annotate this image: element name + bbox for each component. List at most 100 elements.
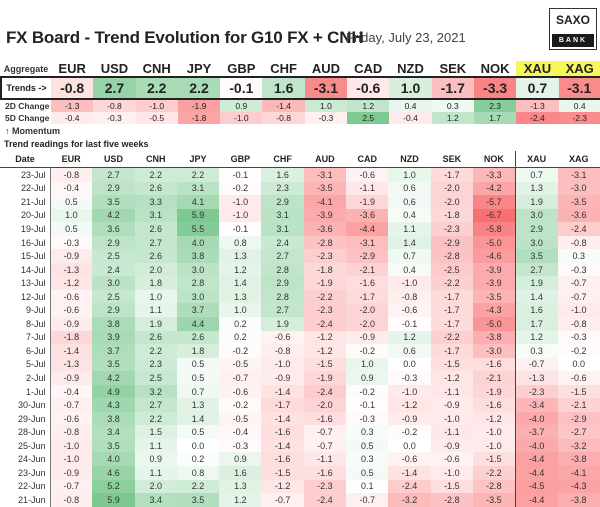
trend-cell-xag: -2.9	[557, 411, 600, 426]
history-header-cad: CAD	[346, 151, 389, 168]
aggregate-header-row: Aggregate EUR USD CNH JPY GBP CHF AUD CAD NZD SEK…	[1, 61, 600, 77]
trends-value-jpy: 2.2	[177, 76, 221, 100]
row-date: 19-Jul	[0, 222, 51, 236]
trend-cell-eur: -0.4	[50, 181, 93, 196]
change-2d-value-nzd: 0.4	[389, 99, 432, 112]
trend-cell-usd: 3.5	[92, 438, 135, 453]
trend-cell-eur: -1.4	[50, 344, 93, 358]
trends-value-cnh: 2.2	[135, 76, 178, 100]
trend-cell-chf: -1.4	[261, 438, 304, 453]
change-2d-value-gbp: 0.9	[220, 99, 263, 112]
trend-cell-cnh: 3.1	[134, 208, 177, 223]
trend-cell-xau: -0.7	[514, 357, 558, 372]
trends-value-xag: -3.1	[558, 76, 600, 100]
trend-cell-aud: -1.6	[303, 411, 347, 426]
trend-cell-aud: -3.5	[303, 181, 347, 196]
trend-cell-chf: 2.9	[261, 195, 304, 209]
trend-cell-nzd: -0.2	[388, 425, 431, 439]
trend-cell-xau: -4.0	[514, 438, 558, 453]
trend-cell-gbp: -0.1	[219, 167, 262, 182]
trend-cell-aud: -1.2	[303, 344, 347, 358]
history-header-nzd: NZD	[388, 151, 431, 168]
trend-cell-usd: 4.6	[92, 466, 135, 480]
trend-cell-jpy: 2.6	[176, 330, 220, 345]
currency-header-jpy: JPY	[186, 61, 212, 76]
row-date: 9-Jul	[0, 303, 51, 318]
table-row: 22-Jun -0.7 5.2 2.0 2.2 1.3 -1.2 -2.3 0.1 -2.4 -1.…	[0, 479, 600, 494]
trend-cell-cnh: 2.6	[134, 181, 177, 196]
trend-cell-jpy: 3.8	[176, 249, 220, 263]
trend-cell-aud: -2.4	[303, 384, 347, 399]
row-date: 16-Jul	[0, 235, 51, 250]
trend-cell-jpy: 0.2	[176, 452, 220, 467]
table-row: 5-Jul -1.3 3.5 2.3 0.5 -0.5 -1.0 -1.5 1.0 0.0 -1.5…	[0, 357, 600, 372]
trend-cell-sek: -1.5	[430, 479, 473, 494]
trend-cell-gbp: 1.3	[219, 289, 262, 304]
row-date: 2-Jul	[0, 371, 51, 385]
table-row: 14-Jul -1.3 2.4 2.0 3.0 1.2 2.8 -1.8 -2.1 0.4 -2.5…	[0, 262, 600, 277]
table-row: 23-Jul -0.8 2.7 2.2 2.2 -0.1 1.6 -3.1 -0.6 1.0 -1.…	[0, 167, 600, 182]
currency-header-cad: CAD	[354, 61, 383, 76]
trend-cell-xag: -0.3	[557, 262, 600, 277]
table-row: 16-Jul -0.3 2.9 2.7 4.0 0.8 2.4 -2.8 -3.1 1.4 -2.9…	[0, 235, 600, 250]
trend-cell-nok: -3.3	[472, 167, 516, 182]
currency-header-aud: AUD	[311, 61, 341, 76]
table-row: 23-Jun -0.9 4.6 1.1 0.8 1.6 -1.5 -1.6 0.5 -1.4 -1.…	[0, 466, 600, 480]
trend-cell-eur: 1.0	[50, 208, 93, 223]
trend-cell-eur: -1.0	[50, 438, 93, 453]
row-date: 21-Jul	[0, 195, 51, 209]
trend-cell-nzd: 1.2	[388, 330, 431, 345]
trend-cell-xau: 1.9	[514, 276, 558, 290]
change-2d-value-usd: -0.8	[93, 99, 136, 112]
row-date: 8-Jul	[0, 317, 51, 331]
trend-cell-jpy: 4.1	[176, 195, 220, 209]
trend-cell-usd: 3.0	[92, 276, 135, 290]
trend-cell-sek: -2.2	[430, 330, 473, 345]
trend-cell-usd: 3.6	[92, 222, 135, 236]
trend-cell-chf: 2.4	[261, 235, 304, 250]
trend-cell-nok: -3.5	[472, 289, 516, 304]
currency-header-nok: NOK	[480, 61, 510, 76]
trend-cell-cad: -3.6	[346, 208, 389, 223]
row-date: 30-Jun	[0, 398, 51, 412]
trend-cell-xau: 1.3	[514, 181, 558, 196]
trend-cell-nok: -3.5	[472, 493, 516, 507]
history-header-cnh: CNH	[134, 151, 177, 168]
trend-cell-nzd: -1.0	[388, 276, 431, 290]
trend-cell-xau: 1.2	[514, 330, 558, 345]
trend-cell-xau: -4.4	[514, 466, 558, 480]
trends-label: Trends ->	[0, 76, 51, 100]
change-5d-value-sek: 1.2	[431, 112, 474, 124]
row-date: 22-Jun	[0, 479, 51, 494]
change-2d-label: 2D Change	[5, 101, 50, 111]
trend-cell-cad: -0.7	[346, 493, 389, 507]
trend-cell-nok: -2.8	[472, 479, 516, 494]
trend-cell-aud: -1.1	[303, 452, 347, 467]
trend-cell-nzd: 1.1	[388, 222, 431, 236]
trend-cell-jpy: 1.4	[176, 411, 220, 426]
trend-cell-cnh: 3.2	[134, 384, 177, 399]
trend-cell-cnh: 1.9	[134, 317, 177, 331]
trend-cell-cnh: 2.7	[134, 398, 177, 412]
trend-cell-chf: -1.2	[261, 479, 304, 494]
trend-cell-chf: 2.9	[261, 276, 304, 290]
trends-value-aud: -3.1	[304, 76, 348, 100]
trends-value-sek: -1.7	[431, 76, 474, 100]
trend-cell-jpy: 0.5	[176, 425, 220, 439]
trend-cell-gbp: -0.2	[219, 181, 262, 196]
trend-cell-usd: 4.9	[92, 384, 135, 399]
trend-cell-xau: -4.5	[514, 479, 558, 494]
trend-cell-sek: -1.1	[430, 425, 473, 439]
trend-cell-nzd: 0.0	[388, 357, 431, 372]
trend-cell-gbp: 0.2	[219, 330, 262, 345]
table-row: 9-Jul -0.6 2.9 1.1 3.7 1.0 2.7 -2.3 -2.0 -0.6 -1.7…	[0, 303, 600, 318]
trend-cell-chf: -1.0	[261, 357, 304, 372]
table-row: 15-Jul -0.9 2.5 2.6 3.8 1.3 2.7 -2.3 -2.9 0.7 -2.8…	[0, 249, 600, 263]
trend-cell-sek: -1.1	[430, 384, 473, 399]
trend-cell-jpy: 0.8	[176, 466, 220, 480]
trend-cell-nok: -1.0	[472, 438, 516, 453]
trend-cell-eur: -0.6	[50, 303, 93, 318]
trend-cell-chf: 2.8	[261, 262, 304, 277]
trend-cell-usd: 2.4	[92, 262, 135, 277]
trend-cell-aud: -1.2	[303, 330, 347, 345]
